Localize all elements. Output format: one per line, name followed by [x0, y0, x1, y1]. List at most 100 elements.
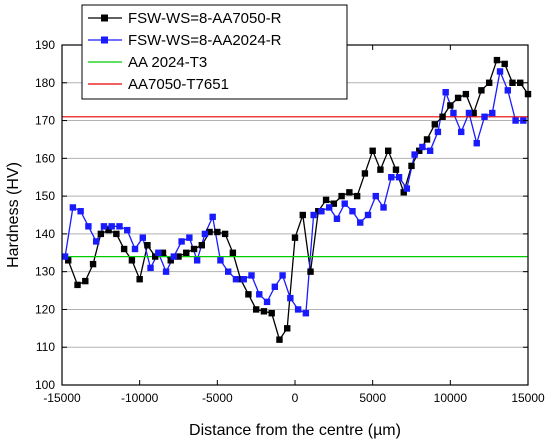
data-point-1: [504, 87, 512, 94]
data-point-0: [113, 230, 120, 238]
data-point-0: [128, 257, 136, 264]
data-point-1: [69, 204, 77, 211]
data-point-0: [252, 306, 260, 313]
data-point-0: [361, 170, 369, 177]
data-point-1: [61, 253, 69, 260]
data-point-0: [120, 245, 128, 253]
data-point-0: [322, 196, 330, 204]
data-point-1: [465, 109, 473, 117]
plot-area: [62, 45, 528, 385]
data-point-1: [341, 200, 348, 207]
data-point-0: [284, 325, 291, 332]
data-point-1: [496, 68, 504, 75]
data-point-1: [201, 230, 209, 238]
data-point-1: [302, 310, 310, 317]
series-layer: [61, 56, 532, 343]
data-point-0: [493, 56, 501, 64]
data-point-0: [206, 228, 213, 236]
data-point-1: [287, 294, 294, 302]
data-point-1: [225, 268, 232, 275]
data-point-1: [333, 215, 341, 222]
data-point-1: [108, 223, 115, 230]
axis-ticks: -15000 -10000 -5000 0 5000 10000 15000 100 110 12…: [35, 38, 545, 405]
data-point-1: [271, 283, 279, 290]
data-point-1: [310, 211, 317, 219]
data-point-1: [380, 204, 387, 211]
y-tick-label: 170: [35, 114, 55, 128]
data-point-1: [178, 238, 185, 245]
data-point-1: [458, 128, 465, 136]
data-point-0: [470, 109, 477, 117]
data-point-0: [167, 257, 174, 264]
data-point-1: [124, 226, 131, 234]
data-point-1: [318, 208, 325, 215]
data-point-0: [74, 281, 81, 289]
data-point-0: [423, 136, 431, 143]
data-point-1: [263, 298, 271, 306]
data-point-1: [131, 245, 139, 253]
legend-swatch-marker: [101, 14, 108, 22]
data-point-0: [214, 228, 221, 236]
data-point-1: [217, 257, 224, 264]
data-point-0: [276, 336, 283, 343]
y-tick-label: 180: [35, 76, 55, 90]
legend-label: AA 2024-T3: [128, 54, 207, 71]
data-point-1: [419, 143, 426, 151]
legend: FSW-WS=8-AA7050-R FSW-WS=8-AA2024-R AA 202…: [81, 4, 348, 100]
y-tick-label: 160: [35, 151, 55, 165]
y-tick-label: 110: [36, 340, 55, 354]
y-tick-label: 140: [35, 227, 55, 241]
data-point-1: [349, 208, 356, 215]
data-point-0: [338, 192, 345, 200]
y-tick-label: 120: [35, 302, 55, 316]
data-point-0: [408, 162, 415, 170]
data-point-0: [159, 249, 167, 256]
x-tick-label: -5000: [202, 391, 233, 405]
data-point-0: [229, 249, 237, 256]
data-point-0: [65, 257, 72, 264]
data-point-0: [385, 147, 392, 154]
data-point-1: [279, 272, 286, 279]
x-tick-label: -15000: [43, 391, 81, 405]
data-point-0: [369, 147, 376, 154]
data-point-1: [411, 151, 418, 158]
data-point-1: [442, 89, 449, 96]
data-point-1: [100, 223, 108, 230]
data-point-1: [85, 223, 92, 230]
data-point-1: [481, 113, 488, 120]
data-point-1: [357, 219, 364, 226]
data-point-1: [232, 276, 240, 283]
data-point-0: [190, 245, 198, 253]
data-point-0: [82, 277, 89, 285]
data-point-0: [400, 189, 407, 196]
data-point-1: [147, 264, 154, 272]
x-tick-label: 10000: [434, 391, 468, 405]
data-point-0: [136, 276, 143, 283]
data-point-1: [489, 109, 496, 117]
data-point-1: [256, 291, 263, 298]
data-point-1: [388, 174, 395, 181]
data-point-0: [462, 90, 470, 98]
legend-label: AA7050-T7651: [128, 76, 229, 93]
data-point-1: [403, 185, 411, 192]
data-point-0: [454, 94, 462, 102]
data-point-0: [268, 310, 275, 317]
data-point-1: [512, 117, 519, 124]
data-point-1: [450, 109, 457, 117]
y-tick-label: 190: [35, 38, 55, 52]
data-point-0: [198, 242, 205, 249]
data-point-1: [248, 272, 255, 279]
x-tick-label: 15000: [511, 391, 545, 405]
data-point-0: [517, 79, 524, 86]
data-point-1: [364, 211, 372, 219]
data-point-1: [186, 234, 193, 241]
data-point-0: [97, 230, 105, 238]
data-point-0: [144, 242, 151, 249]
x-axis-title: Distance from the centre (µm): [189, 422, 401, 439]
y-tick-label: 130: [35, 265, 55, 279]
data-point-1: [92, 238, 100, 245]
data-point-0: [439, 113, 446, 120]
data-point-0: [501, 60, 508, 68]
data-point-1: [77, 208, 84, 215]
data-point-0: [377, 166, 384, 173]
